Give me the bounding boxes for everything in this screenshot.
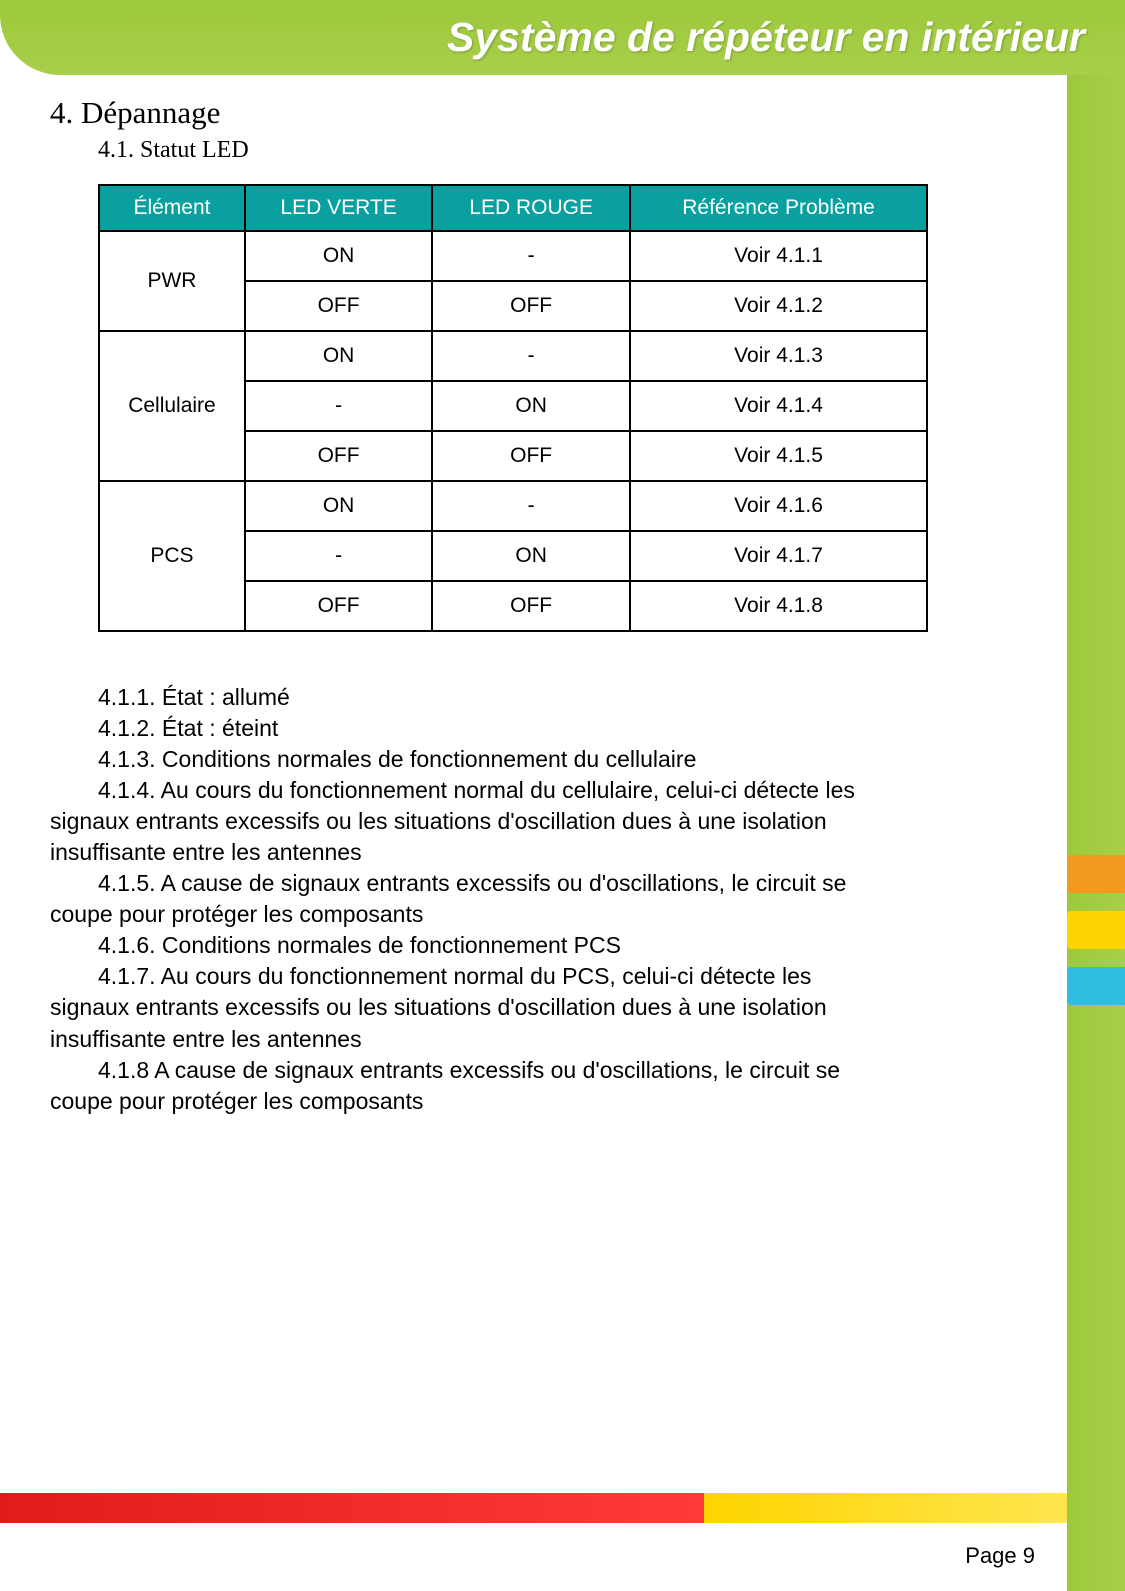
- cell-ref: Voir 4.1.3: [630, 331, 927, 381]
- page: Système de répéteur en intérieur 4. Dépa…: [0, 0, 1125, 1591]
- col-green-led: LED VERTE: [245, 185, 432, 231]
- side-tab-2: [1067, 911, 1125, 949]
- table-header-row: Élément LED VERTE LED ROUGE Référence Pr…: [99, 185, 927, 231]
- page-title: Système de répéteur en intérieur: [447, 14, 1085, 61]
- side-bar: [1067, 75, 1125, 1591]
- title-banner: Système de répéteur en intérieur: [0, 0, 1125, 75]
- col-red-led: LED ROUGE: [432, 185, 630, 231]
- col-element: Élément: [99, 185, 245, 231]
- note-line: insuffisante entre les antennes: [50, 1024, 1040, 1055]
- note-line: signaux entrants excessifs ou les situat…: [50, 992, 1040, 1023]
- cell-red: ON: [432, 531, 630, 581]
- bottom-accent-bar: [0, 1493, 1067, 1523]
- note-line: 4.1.3. Conditions normales de fonctionne…: [50, 744, 1040, 775]
- cell-red: OFF: [432, 431, 630, 481]
- note-line: 4.1.2. État : éteint: [50, 713, 1040, 744]
- cell-ref: Voir 4.1.7: [630, 531, 927, 581]
- notes-block: 4.1.1. État : allumé 4.1.2. État : étein…: [50, 682, 1040, 1117]
- table-row: Cellulaire ON - Voir 4.1.3: [99, 331, 927, 381]
- note-line: 4.1.8 A cause de signaux entrants excess…: [50, 1055, 1040, 1086]
- page-number: Page 9: [965, 1543, 1035, 1569]
- cell-red: -: [432, 481, 630, 531]
- cell-green: ON: [245, 331, 432, 381]
- cell-red: ON: [432, 381, 630, 431]
- cell-ref: Voir 4.1.2: [630, 281, 927, 331]
- note-line: 4.1.4. Au cours du fonctionnement normal…: [50, 775, 1040, 806]
- cell-red: OFF: [432, 281, 630, 331]
- cell-element: PCS: [99, 481, 245, 631]
- table-row: PCS ON - Voir 4.1.6: [99, 481, 927, 531]
- note-line: 4.1.6. Conditions normales de fonctionne…: [50, 930, 1040, 961]
- subsection-heading: 4.1. Statut LED: [98, 137, 1040, 164]
- cell-element: Cellulaire: [99, 331, 245, 481]
- cell-green: OFF: [245, 431, 432, 481]
- col-reference: Référence Problème: [630, 185, 927, 231]
- content-area: 4. Dépannage 4.1. Statut LED Élément LED…: [50, 95, 1040, 1117]
- led-status-table: Élément LED VERTE LED ROUGE Référence Pr…: [98, 184, 928, 632]
- cell-red: -: [432, 331, 630, 381]
- note-line: coupe pour protéger les composants: [50, 899, 1040, 930]
- cell-element: PWR: [99, 231, 245, 331]
- note-line: 4.1.1. État : allumé: [50, 682, 1040, 713]
- cell-ref: Voir 4.1.8: [630, 581, 927, 631]
- side-tab-1: [1067, 855, 1125, 893]
- bottom-bar-yellow: [704, 1493, 1067, 1523]
- cell-ref: Voir 4.1.1: [630, 231, 927, 281]
- cell-ref: Voir 4.1.4: [630, 381, 927, 431]
- note-line: insuffisante entre les antennes: [50, 837, 1040, 868]
- cell-green: -: [245, 381, 432, 431]
- cell-green: OFF: [245, 581, 432, 631]
- note-line: 4.1.7. Au cours du fonctionnement normal…: [50, 961, 1040, 992]
- side-tabs: [1067, 855, 1125, 1023]
- cell-red: OFF: [432, 581, 630, 631]
- cell-green: ON: [245, 481, 432, 531]
- cell-green: ON: [245, 231, 432, 281]
- side-tab-3: [1067, 967, 1125, 1005]
- note-line: 4.1.5. A cause de signaux entrants exces…: [50, 868, 1040, 899]
- note-line: signaux entrants excessifs ou les situat…: [50, 806, 1040, 837]
- cell-red: -: [432, 231, 630, 281]
- cell-green: OFF: [245, 281, 432, 331]
- cell-green: -: [245, 531, 432, 581]
- cell-ref: Voir 4.1.6: [630, 481, 927, 531]
- cell-ref: Voir 4.1.5: [630, 431, 927, 481]
- bottom-bar-red: [0, 1493, 704, 1523]
- section-heading: 4. Dépannage: [50, 95, 1040, 131]
- note-line: coupe pour protéger les composants: [50, 1086, 1040, 1117]
- table-row: PWR ON - Voir 4.1.1: [99, 231, 927, 281]
